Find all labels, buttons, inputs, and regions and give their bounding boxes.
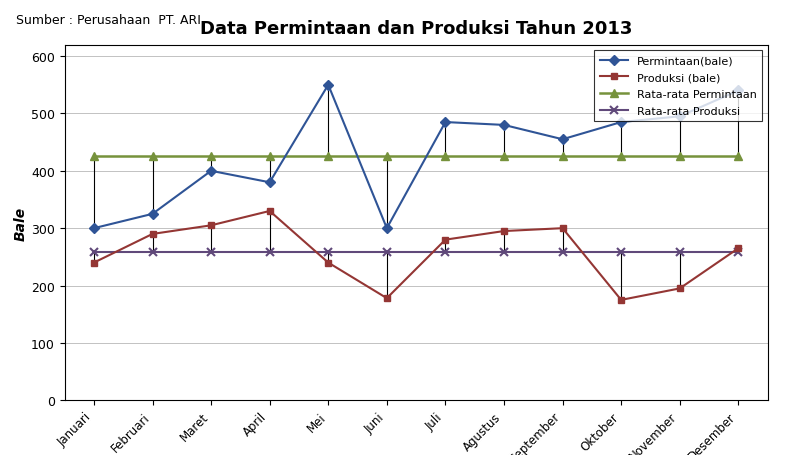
- Produksi (bale): [675, 286, 684, 292]
- Rata-rata Permintaan: [323, 154, 333, 160]
- Rata-rata Produksi: [617, 250, 626, 255]
- Permintaan(bale): [206, 169, 216, 174]
- Rata-rata Permintaan: [675, 154, 684, 160]
- Produksi (bale): [323, 260, 333, 266]
- Permintaan(bale): [148, 212, 158, 217]
- Line: Rata-rata Produksi: Rata-rata Produksi: [90, 248, 743, 257]
- Rata-rata Produksi: [89, 250, 99, 255]
- Permintaan(bale): [440, 120, 450, 126]
- Permintaan(bale): [558, 137, 567, 143]
- Rata-rata Permintaan: [89, 154, 99, 160]
- Rata-rata Permintaan: [206, 154, 216, 160]
- Produksi (bale): [617, 298, 626, 303]
- Produksi (bale): [89, 260, 99, 266]
- Rata-rata Produksi: [734, 250, 743, 255]
- Produksi (bale): [206, 223, 216, 228]
- Produksi (bale): [499, 229, 509, 234]
- Rata-rata Produksi: [499, 250, 509, 255]
- Rata-rata Produksi: [382, 250, 392, 255]
- Rata-rata Produksi: [265, 250, 275, 255]
- Legend: Permintaan(bale), Produksi (bale), Rata-rata Permintaan, Rata-rata Produksi: Permintaan(bale), Produksi (bale), Rata-…: [595, 51, 762, 122]
- Rata-rata Permintaan: [148, 154, 158, 160]
- Rata-rata Produksi: [440, 250, 450, 255]
- Rata-rata Permintaan: [265, 154, 275, 160]
- Line: Produksi (bale): Produksi (bale): [90, 208, 742, 303]
- Produksi (bale): [558, 226, 567, 232]
- Permintaan(bale): [675, 114, 684, 120]
- Text: Sumber : Perusahaan  PT. ARI: Sumber : Perusahaan PT. ARI: [16, 14, 201, 27]
- Rata-rata Produksi: [148, 250, 158, 255]
- Permintaan(bale): [323, 83, 333, 88]
- Produksi (bale): [382, 296, 392, 301]
- Line: Rata-rata Permintaan: Rata-rata Permintaan: [90, 153, 743, 161]
- Produksi (bale): [734, 246, 743, 252]
- Permintaan(bale): [617, 120, 626, 126]
- Permintaan(bale): [734, 89, 743, 94]
- Rata-rata Permintaan: [734, 154, 743, 160]
- Rata-rata Permintaan: [382, 154, 392, 160]
- Line: Permintaan(bale): Permintaan(bale): [90, 82, 742, 232]
- Produksi (bale): [148, 232, 158, 237]
- Permintaan(bale): [382, 226, 392, 232]
- Rata-rata Permintaan: [499, 154, 509, 160]
- Rata-rata Produksi: [675, 250, 684, 255]
- Rata-rata Permintaan: [617, 154, 626, 160]
- Rata-rata Produksi: [323, 250, 333, 255]
- Rata-rata Permintaan: [440, 154, 450, 160]
- Rata-rata Produksi: [206, 250, 216, 255]
- Title: Data Permintaan dan Produksi Tahun 2013: Data Permintaan dan Produksi Tahun 2013: [200, 20, 633, 38]
- Rata-rata Permintaan: [558, 154, 567, 160]
- Permintaan(bale): [265, 180, 275, 186]
- Permintaan(bale): [499, 123, 509, 128]
- Rata-rata Produksi: [558, 250, 567, 255]
- Produksi (bale): [265, 209, 275, 214]
- Permintaan(bale): [89, 226, 99, 232]
- Y-axis label: Bale: Bale: [14, 206, 28, 240]
- Produksi (bale): [440, 238, 450, 243]
